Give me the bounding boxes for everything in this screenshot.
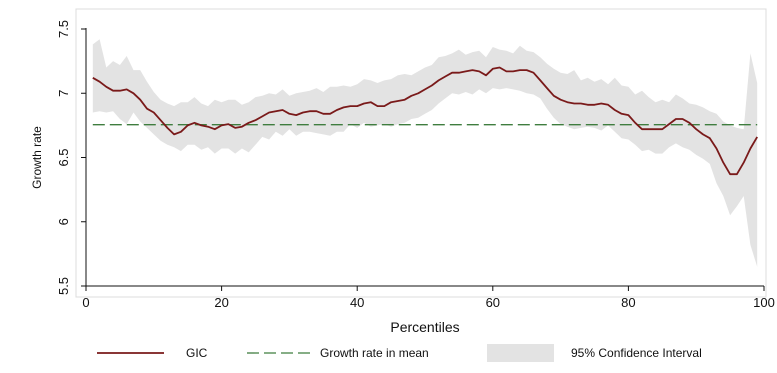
plot-area	[75, 8, 767, 298]
confidence-band	[92, 39, 758, 267]
legend-label-confidence-interval: 95% Confidence Interval	[571, 346, 702, 360]
series-line-gic	[92, 66, 758, 176]
legend-label-gic: GIC	[186, 346, 208, 360]
x-tick-label: 40	[350, 295, 364, 310]
legend-label-growth-rate-in-mean: Growth rate in mean	[320, 346, 429, 360]
legend-key-confidence-interval	[487, 344, 554, 362]
y-tick-label: 7.5	[56, 20, 71, 38]
y-tick-label: 5.5	[56, 277, 71, 295]
x-axis-title: Percentiles	[390, 319, 459, 335]
legend: GIC Growth rate in mean 95% Confidence Int…	[97, 344, 702, 362]
axes: 0 20 40 60 80 100 5.5 6 6.5 7 7.5 Percentiles Growth…	[30, 20, 775, 335]
x-tick-label: 0	[82, 295, 89, 310]
y-tick-label: 6	[56, 218, 71, 225]
x-tick-label: 60	[486, 295, 500, 310]
plot-frame	[75, 8, 767, 298]
x-tick-label: 20	[214, 295, 228, 310]
y-axis-title: Growth rate	[30, 126, 44, 189]
y-tick-label: 6.5	[56, 148, 71, 166]
x-tick-label: 80	[621, 295, 635, 310]
y-tick-label: 7	[56, 90, 71, 97]
x-tick-label: 100	[753, 295, 775, 310]
